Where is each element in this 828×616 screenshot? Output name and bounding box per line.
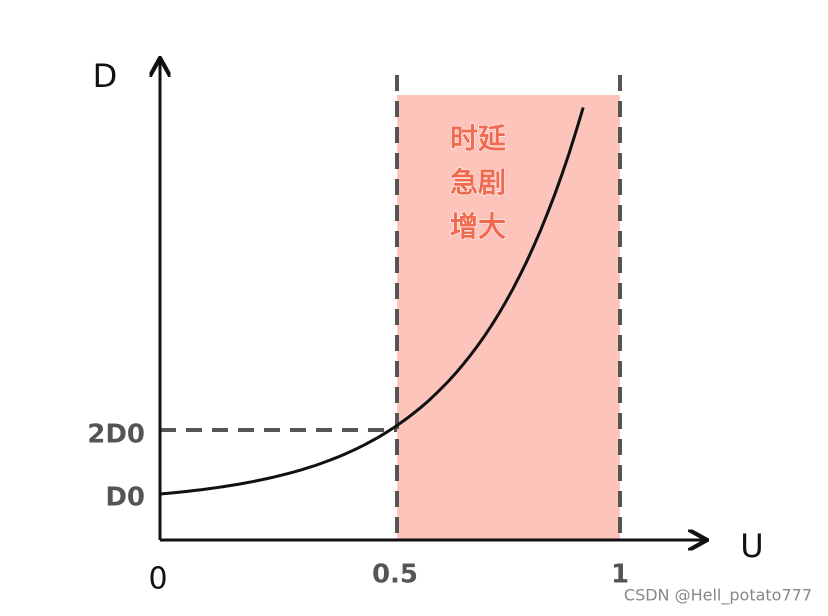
x-axis-label: U xyxy=(740,527,763,565)
x-tick-label: 1 xyxy=(611,560,629,590)
annotation: 急剧 xyxy=(450,166,506,199)
curve xyxy=(159,107,585,496)
watermark: CSDN @Hell_potato777 xyxy=(624,586,812,606)
highlight-region xyxy=(397,95,620,540)
annotation: 时延 xyxy=(450,122,507,155)
annotation: 增大 xyxy=(450,210,506,243)
x-tick-label: 0 xyxy=(148,562,167,597)
y-axis-label: D xyxy=(93,57,118,95)
y-tick-label: 2D0 xyxy=(87,420,145,450)
x-tick-label: 0.5 xyxy=(372,560,418,590)
y-tick-label: D0 xyxy=(105,483,145,513)
